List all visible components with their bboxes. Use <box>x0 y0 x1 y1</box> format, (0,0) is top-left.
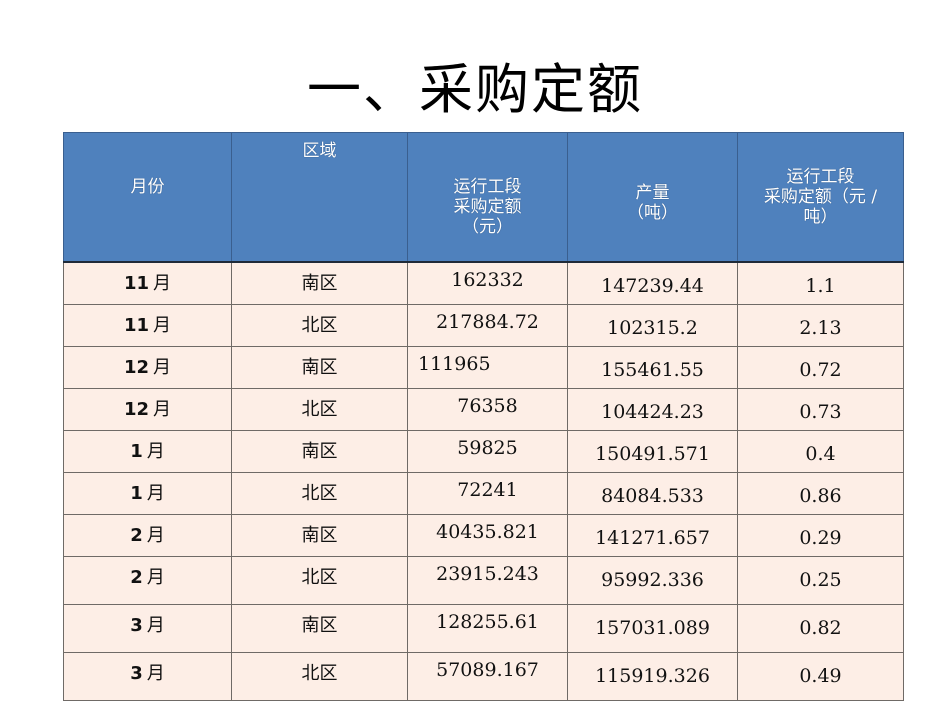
cell-quota: 72241 <box>407 471 568 515</box>
cell-region: 北区 <box>231 555 408 605</box>
cell-ratio: 0.72 <box>737 345 904 389</box>
cell-region: 南区 <box>231 603 408 653</box>
cell-quota: 57089.167 <box>407 651 568 701</box>
table-row: 11 月 北区 217884.72 102315.2 2.13 <box>63 303 904 347</box>
cell-region: 南区 <box>231 513 408 557</box>
cell-quota: 40435.821 <box>407 513 568 557</box>
table-header-row: 月份 区域 运行工段 采购定额 （元） 产量 （吨） 运行工段 采购定额（元 /… <box>63 132 904 263</box>
cell-ratio: 0.73 <box>737 387 904 431</box>
cell-quota: 76358 <box>407 387 568 431</box>
table-row: 12 月 北区 76358 104424.23 0.73 <box>63 387 904 431</box>
cell-month: 12 月 <box>63 387 232 431</box>
cell-output: 157031.089 <box>567 603 738 653</box>
cell-quota: 111965 <box>407 345 568 389</box>
cell-ratio: 0.25 <box>737 555 904 605</box>
cell-quota: 162332 <box>407 261 568 305</box>
cell-output: 104424.23 <box>567 387 738 431</box>
header-month: 月份 <box>63 132 232 263</box>
cell-region: 北区 <box>231 387 408 431</box>
cell-ratio: 0.29 <box>737 513 904 557</box>
cell-ratio: 0.4 <box>737 429 904 473</box>
cell-month: 11 月 <box>63 261 232 305</box>
table-row: 11 月 南区 162332 147239.44 1.1 <box>63 261 904 305</box>
cell-region: 南区 <box>231 345 408 389</box>
cell-month: 12 月 <box>63 345 232 389</box>
cell-output: 84084.533 <box>567 471 738 515</box>
cell-region: 南区 <box>231 261 408 305</box>
cell-ratio: 0.49 <box>737 651 904 701</box>
header-output: 产量 （吨） <box>567 132 738 263</box>
cell-month: 11 月 <box>63 303 232 347</box>
cell-ratio: 1.1 <box>737 261 904 305</box>
procurement-quota-table: 月份 区域 运行工段 采购定额 （元） 产量 （吨） 运行工段 采购定额（元 /… <box>63 132 904 701</box>
cell-output: 141271.657 <box>567 513 738 557</box>
cell-output: 115919.326 <box>567 651 738 701</box>
cell-region: 南区 <box>231 429 408 473</box>
cell-output: 155461.55 <box>567 345 738 389</box>
cell-quota: 217884.72 <box>407 303 568 347</box>
table-row: 12 月 南区 111965 155461.55 0.72 <box>63 345 904 389</box>
cell-region: 北区 <box>231 471 408 515</box>
cell-ratio: 0.82 <box>737 603 904 653</box>
header-ratio: 运行工段 采购定额（元 / 吨） <box>737 132 904 263</box>
cell-quota: 128255.61 <box>407 603 568 653</box>
cell-quota: 23915.243 <box>407 555 568 605</box>
header-region: 区域 <box>231 132 408 263</box>
cell-quota: 59825 <box>407 429 568 473</box>
cell-region: 北区 <box>231 303 408 347</box>
slide-title: 一、采购定额 <box>307 58 643 121</box>
cell-output: 147239.44 <box>567 261 738 305</box>
cell-region: 北区 <box>231 651 408 701</box>
cell-ratio: 0.86 <box>737 471 904 515</box>
cell-output: 102315.2 <box>567 303 738 347</box>
header-quota: 运行工段 采购定额 （元） <box>407 132 568 263</box>
cell-output: 95992.336 <box>567 555 738 605</box>
cell-ratio: 2.13 <box>737 303 904 347</box>
cell-output: 150491.571 <box>567 429 738 473</box>
